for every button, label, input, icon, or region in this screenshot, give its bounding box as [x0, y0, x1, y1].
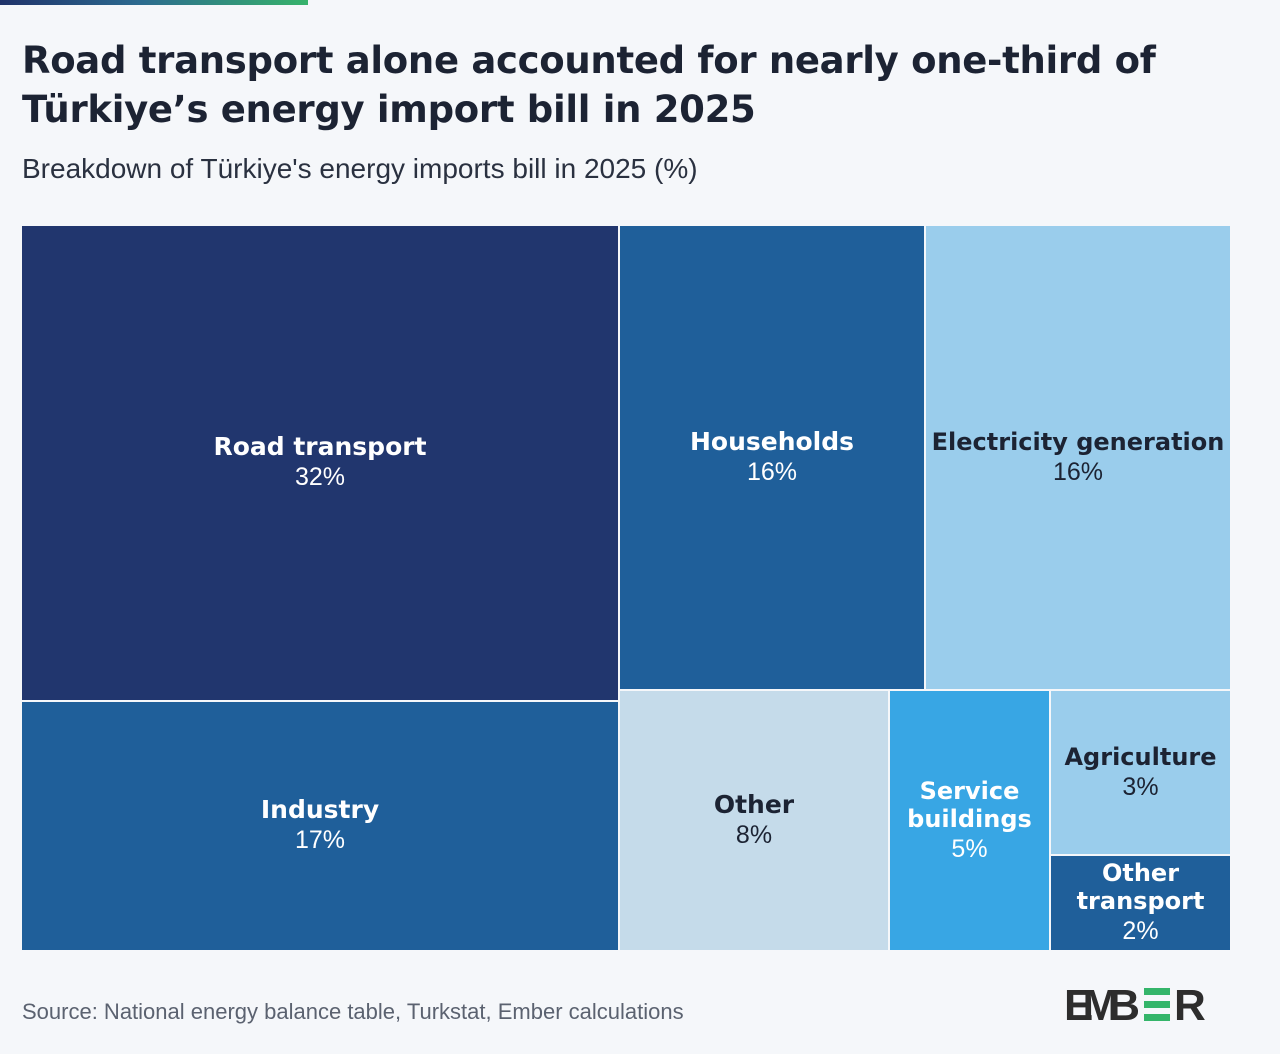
tile-value: 5%	[951, 834, 988, 863]
svg-text:EMB: EMB	[1064, 981, 1140, 1028]
tile-label: Industry	[260, 795, 380, 824]
tile-value: 16%	[1052, 457, 1104, 486]
ember-logo: EMB R	[1064, 981, 1206, 1028]
accent-bar	[0, 0, 308, 5]
tile-label: Households	[689, 426, 855, 456]
tile-label: Other	[713, 789, 795, 819]
tile-value: 3%	[1122, 772, 1159, 801]
tile-value: 32%	[294, 463, 346, 491]
svg-text:R: R	[1174, 981, 1206, 1028]
ember-logo-e-accent	[1144, 988, 1170, 1021]
treemap-tile-service-buildings: Service buildings 5%	[890, 691, 1051, 952]
treemap-tile-agriculture: Agriculture 3%	[1051, 691, 1232, 856]
tile-label: Road transport	[213, 432, 427, 461]
treemap: Road transport 32% Industry 17% Households 16…	[22, 226, 1232, 952]
tile-value: 2%	[1122, 917, 1159, 945]
tile-label: Service buildings	[907, 776, 1032, 833]
tile-value: 17%	[294, 826, 346, 854]
treemap-tile-electricity-generation: Electricity generation 16%	[926, 226, 1232, 691]
treemap-tile-other-transport: Other transport 2%	[1051, 856, 1232, 952]
tile-label: Agriculture	[1064, 742, 1217, 771]
treemap-tile-other: Other 8%	[620, 691, 890, 952]
tile-value: 16%	[746, 457, 798, 486]
tile-label: Electricity generation	[931, 427, 1225, 456]
treemap-tile-industry: Industry 17%	[22, 702, 620, 952]
chart-subtitle: Breakdown of Türkiye's energy imports bi…	[22, 153, 698, 184]
tile-value: 8%	[735, 820, 773, 849]
treemap-tile-road-transport: Road transport 32%	[22, 226, 620, 702]
source-note: Source: National energy balance table, T…	[22, 999, 684, 1024]
tile-label: Other transport	[1076, 859, 1205, 915]
treemap-tile-households: Households 16%	[620, 226, 926, 691]
chart-title: Road transport alone accounted for nearl…	[22, 39, 1156, 131]
